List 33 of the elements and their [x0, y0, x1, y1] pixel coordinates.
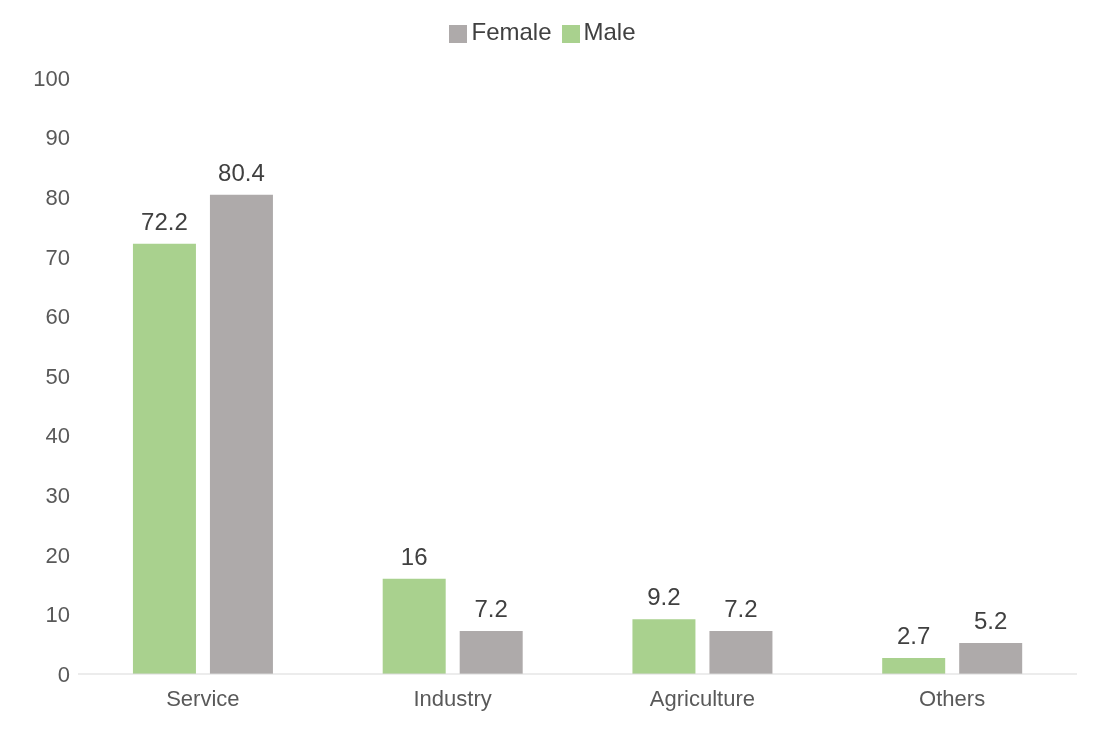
data-label: 7.2 [474, 595, 508, 623]
legend-label: Female [471, 18, 552, 45]
bar [382, 578, 446, 674]
data-label: 80.4 [218, 158, 265, 186]
y-tick-label: 40 [45, 423, 70, 449]
y-tick-label: 30 [45, 483, 70, 509]
bar [959, 643, 1023, 674]
data-label: 7.2 [724, 595, 758, 623]
bar [459, 631, 523, 674]
bar [632, 619, 696, 674]
y-tick-label: 0 [57, 661, 70, 687]
x-tick-label: Industry [413, 685, 492, 711]
x-tick-label: Service [166, 685, 240, 711]
x-tick-label: Agriculture [649, 685, 755, 711]
bar [709, 631, 773, 674]
y-tick-label: 70 [45, 244, 70, 270]
data-label: 5.2 [974, 607, 1008, 635]
bar [209, 194, 273, 674]
y-tick-label: 90 [45, 125, 70, 151]
legend-label: Male [583, 18, 636, 45]
data-label: 9.2 [647, 583, 681, 611]
data-label: 16 [400, 542, 428, 570]
y-tick-label: 80 [45, 185, 70, 211]
bar [882, 657, 946, 674]
bar [132, 243, 196, 674]
y-tick-label: 20 [45, 542, 70, 568]
y-tick-label: 50 [45, 363, 70, 389]
y-tick-label: 10 [45, 602, 70, 628]
y-tick-label: 60 [45, 304, 70, 330]
y-tick-label: 100 [33, 65, 70, 91]
data-label: 2.7 [897, 621, 931, 649]
x-tick-label: Others [919, 685, 986, 711]
data-label: 72.2 [141, 207, 188, 235]
